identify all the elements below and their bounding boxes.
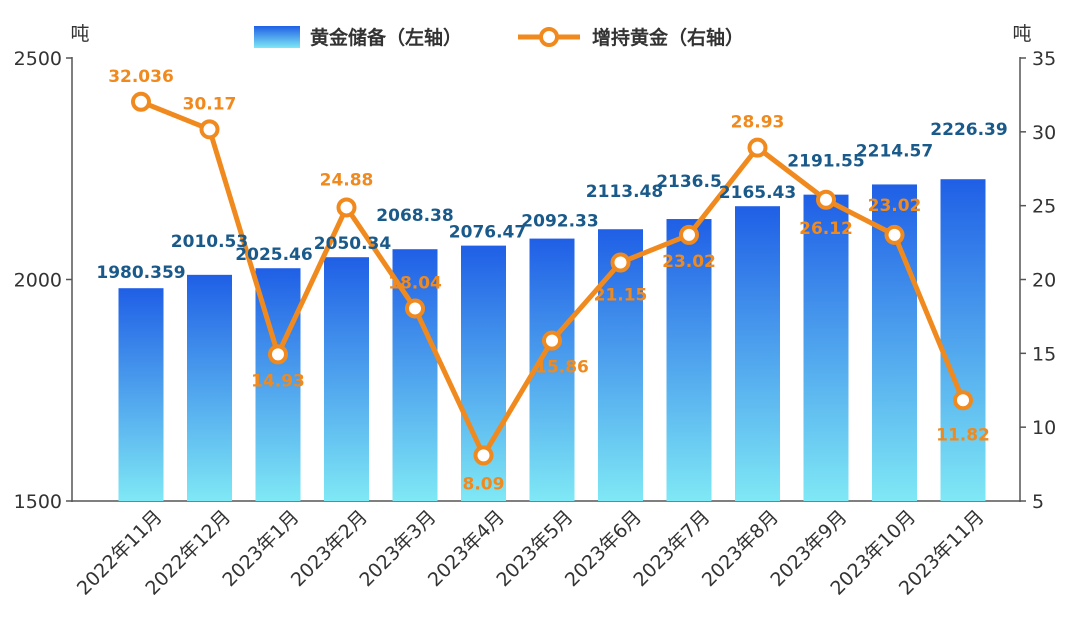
bar-data-label: 2010.53 (171, 232, 248, 252)
bar (940, 179, 986, 501)
line-point (131, 91, 151, 112)
line-data-labels: 32.036 30.17 14.93 24.88 18.04 8.09 15.86 21.15… (108, 67, 990, 495)
line-data-label: 28.93 (731, 113, 785, 133)
bar-data-label: 2191.55 (787, 152, 864, 172)
right-tick-label: 35 (1032, 48, 1056, 70)
right-tick-label: 25 (1032, 196, 1056, 218)
left-tick-label: 2000 (14, 270, 62, 292)
bar (392, 249, 438, 501)
line-data-label: 26.12 (799, 219, 853, 239)
right-tick-label: 20 (1032, 270, 1056, 292)
left-tick-label: 1500 (14, 491, 62, 513)
legend-bar-swatch (254, 26, 300, 48)
line-data-label: 30.17 (183, 94, 237, 114)
legend-line-marker (539, 27, 559, 47)
line-data-label: 21.15 (594, 286, 648, 306)
category-labels: 2022年11月2022年12月2023年1月2023年2月2023年3月202… (73, 506, 989, 600)
legend-bar-label: 黄金储备（左轴） (310, 26, 462, 49)
legend: 黄金储备（左轴） 增持黄金（右轴） (254, 26, 744, 49)
right-tick-label: 5 (1032, 491, 1044, 513)
bar-data-label: 2214.57 (856, 141, 933, 161)
bar-data-label: 2226.39 (930, 120, 1007, 140)
bar-data-label: 2092.33 (521, 212, 598, 232)
line-point (405, 298, 425, 319)
line-data-label: 11.82 (936, 425, 990, 445)
line-data-label: 15.86 (535, 358, 589, 378)
right-tick-label: 15 (1032, 343, 1056, 365)
left-axis-unit: 吨 (70, 23, 89, 45)
bar (666, 219, 712, 501)
line-data-label: 14.93 (251, 371, 305, 391)
bar (598, 229, 643, 501)
line-data-label: 32.036 (108, 67, 174, 87)
line-point (610, 252, 631, 273)
line-point (336, 197, 357, 218)
bar-series (118, 179, 986, 501)
bar (324, 257, 369, 501)
bar-data-label: 2025.46 (235, 245, 312, 265)
right-tick-label: 10 (1032, 417, 1056, 439)
line-data-label: 23.02 (662, 252, 716, 272)
line-data-label: 23.02 (868, 196, 922, 216)
bar-data-label: 1980.359 (96, 263, 185, 283)
bar (187, 274, 232, 501)
bar-data-label: 2113.48 (586, 182, 663, 202)
right-axis-ticks: 5 10 15 20 25 30 35 (1020, 48, 1056, 513)
left-axis-ticks: 1500 2000 2500 (14, 48, 72, 513)
line-data-label: 8.09 (463, 474, 505, 494)
line-point (816, 189, 836, 210)
line-point (473, 445, 494, 466)
line-point (268, 344, 288, 365)
line-series (131, 91, 973, 466)
bar (803, 194, 849, 501)
line-data-label: 18.04 (388, 273, 442, 293)
line-point (747, 137, 768, 158)
bar-data-label: 2136.5 (656, 172, 722, 192)
left-tick-label: 2500 (14, 48, 62, 70)
bar-data-label: 2050.34 (314, 234, 392, 254)
bar-data-label: 2076.47 (449, 223, 526, 243)
bar-data-label: 2068.38 (376, 206, 453, 226)
line-point (199, 119, 220, 140)
legend-line-label: 增持黄金（右轴） (592, 26, 744, 49)
line-data-label: 24.88 (320, 170, 374, 190)
right-axis-unit: 吨 (1012, 23, 1031, 45)
line-point (884, 224, 905, 245)
right-tick-label: 30 (1032, 122, 1056, 144)
line-point (542, 330, 562, 351)
bar-data-label: 2165.43 (719, 183, 796, 203)
line-point (679, 224, 699, 245)
bar (118, 288, 164, 501)
bar (735, 206, 780, 501)
line-point (953, 390, 973, 411)
